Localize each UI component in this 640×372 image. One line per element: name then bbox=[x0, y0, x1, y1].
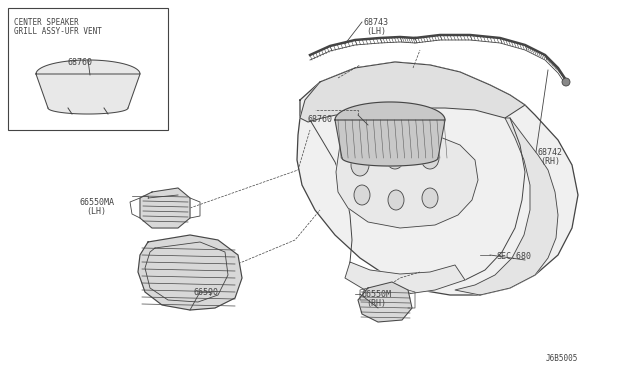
Text: 68760: 68760 bbox=[308, 115, 333, 124]
Polygon shape bbox=[140, 188, 190, 228]
Text: (LH): (LH) bbox=[366, 27, 386, 36]
Ellipse shape bbox=[388, 190, 404, 210]
Text: GRILL ASSY-UFR VENT: GRILL ASSY-UFR VENT bbox=[14, 27, 102, 36]
Ellipse shape bbox=[421, 147, 439, 169]
Ellipse shape bbox=[422, 188, 438, 208]
Polygon shape bbox=[300, 62, 525, 122]
Text: 66550M: 66550M bbox=[362, 290, 392, 299]
Polygon shape bbox=[345, 262, 465, 295]
Polygon shape bbox=[36, 60, 140, 114]
Polygon shape bbox=[138, 235, 242, 310]
Text: (RH): (RH) bbox=[366, 299, 386, 308]
Circle shape bbox=[562, 78, 570, 86]
Ellipse shape bbox=[354, 185, 370, 205]
Polygon shape bbox=[335, 102, 445, 166]
Text: (RH): (RH) bbox=[540, 157, 560, 166]
Polygon shape bbox=[455, 118, 558, 295]
Polygon shape bbox=[336, 132, 478, 228]
Text: 68743: 68743 bbox=[364, 18, 389, 27]
Text: 66590: 66590 bbox=[193, 288, 218, 297]
Polygon shape bbox=[297, 62, 578, 295]
Bar bbox=[8, 8, 168, 130]
Polygon shape bbox=[358, 282, 412, 322]
Text: SEC.680: SEC.680 bbox=[496, 252, 531, 261]
Text: 66550MA: 66550MA bbox=[80, 198, 115, 207]
Ellipse shape bbox=[386, 147, 404, 169]
Text: CENTER SPEAKER: CENTER SPEAKER bbox=[14, 18, 79, 27]
Text: 68742: 68742 bbox=[538, 148, 563, 157]
Text: (LH): (LH) bbox=[86, 207, 106, 216]
Ellipse shape bbox=[351, 154, 369, 176]
Text: J6B5005: J6B5005 bbox=[546, 354, 579, 363]
Text: 68760: 68760 bbox=[68, 58, 93, 67]
